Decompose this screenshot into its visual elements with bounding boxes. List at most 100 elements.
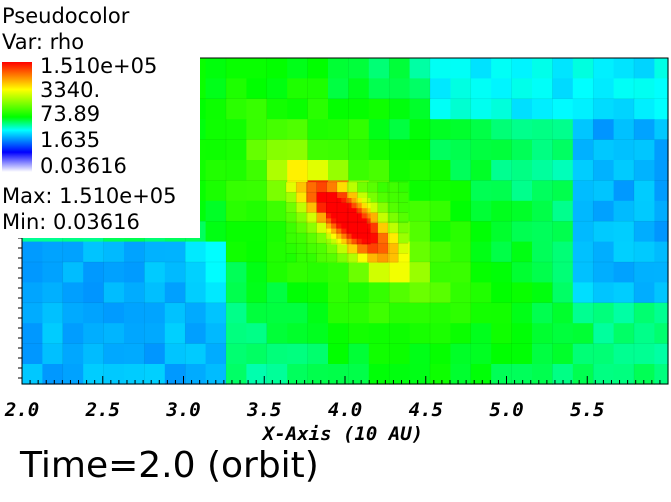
x-tick-label: 3.5 xyxy=(246,399,281,421)
heatmap-cell xyxy=(409,180,431,202)
heatmap-cell xyxy=(328,262,349,283)
heatmap-cell xyxy=(346,233,353,240)
heatmap-cell xyxy=(341,213,347,219)
heatmap-cell xyxy=(511,282,533,304)
heatmap-cell xyxy=(398,253,409,263)
heatmap-cell xyxy=(552,282,574,304)
heatmap-cell xyxy=(409,343,431,365)
heatmap-cell xyxy=(398,202,409,214)
heatmap-cell xyxy=(613,119,635,141)
heatmap-cell xyxy=(511,139,533,161)
heatmap-cell xyxy=(246,58,268,79)
heatmap-cell xyxy=(205,139,227,161)
heatmap-cell xyxy=(287,262,309,283)
heatmap-cell xyxy=(144,343,166,365)
heatmap-cell xyxy=(326,192,338,203)
heatmap-cell xyxy=(266,119,288,141)
heatmap-cell xyxy=(266,221,288,243)
heatmap-cell xyxy=(336,233,342,240)
heatmap-cell xyxy=(430,139,451,161)
heatmap-cell xyxy=(357,243,369,254)
heatmap-cell xyxy=(306,222,318,234)
heatmap-cell xyxy=(246,364,268,385)
heatmap-cell xyxy=(124,302,145,324)
heatmap-cell xyxy=(491,139,513,161)
heatmap-cell xyxy=(356,233,363,240)
heatmap-cell xyxy=(532,241,553,263)
heatmap-cell xyxy=(532,139,553,161)
heatmap-cell xyxy=(593,323,615,345)
heatmap-cell xyxy=(103,323,125,345)
heatmap-cell xyxy=(532,58,553,79)
heatmap-cell xyxy=(450,200,472,222)
heatmap-cell xyxy=(341,228,347,235)
heatmap-cell xyxy=(287,282,309,304)
heatmap-cell xyxy=(470,180,492,202)
heatmap-cell xyxy=(331,238,337,245)
heatmap-cell xyxy=(62,262,84,283)
heatmap-cell xyxy=(389,58,411,79)
heatmap-cell xyxy=(124,343,145,365)
heatmap-cell xyxy=(572,180,594,202)
heatmap-cell xyxy=(205,119,227,141)
heatmap-cell xyxy=(450,139,472,161)
heatmap-cell xyxy=(307,364,329,385)
heatmap-cell xyxy=(103,241,125,263)
heatmap-cell xyxy=(83,343,105,365)
heatmap-cell xyxy=(361,238,368,245)
heatmap-cell xyxy=(328,78,349,100)
heatmap-cell xyxy=(470,282,492,304)
heatmap-cell xyxy=(634,200,655,222)
heatmap-cell xyxy=(326,208,332,214)
heatmap-cell xyxy=(470,262,492,283)
heatmap-cell xyxy=(226,262,247,283)
heatmap-cell xyxy=(409,200,431,222)
heatmap-cell xyxy=(398,192,409,203)
heatmap-cell xyxy=(511,323,533,345)
heatmap-cell xyxy=(341,198,347,204)
heatmap-cell xyxy=(450,98,472,120)
heatmap-cell xyxy=(287,364,309,385)
heatmap-cell xyxy=(226,282,247,304)
heatmap-cell xyxy=(366,223,371,230)
heatmap-cell xyxy=(42,302,64,324)
heatmap-cell xyxy=(103,343,125,365)
heatmap-cell xyxy=(287,160,309,181)
heatmap-cell xyxy=(552,323,574,345)
heatmap-cell xyxy=(368,343,390,365)
heatmap-cell xyxy=(185,241,207,263)
heatmap-cell xyxy=(572,262,594,283)
heatmap-cell xyxy=(316,222,328,234)
heatmap-cell xyxy=(316,202,328,214)
heatmap-cell xyxy=(356,243,363,245)
heatmap-cell xyxy=(654,221,669,243)
heatmap-cell xyxy=(430,323,451,345)
heatmap-cell xyxy=(205,302,227,324)
heatmap-cell xyxy=(388,212,399,224)
heatmap-cell xyxy=(226,160,247,181)
heatmap-cell xyxy=(552,364,574,385)
heatmap-cell xyxy=(470,221,492,243)
heatmap-cell xyxy=(246,221,268,243)
heatmap-cell xyxy=(470,139,492,161)
heatmap-cell xyxy=(398,182,409,193)
heatmap-cell xyxy=(361,223,368,230)
heatmap-cell xyxy=(634,98,655,120)
heatmap-cell xyxy=(144,262,166,283)
heatmap-cell xyxy=(450,364,472,385)
heatmap-cell xyxy=(367,222,379,234)
heatmap-cell xyxy=(306,233,318,244)
heatmap-cell xyxy=(491,200,513,222)
heatmap-cell xyxy=(144,323,166,345)
heatmap-cell xyxy=(226,343,247,365)
heatmap-cell xyxy=(409,282,431,304)
heatmap-cell xyxy=(388,202,399,214)
heatmap-cell xyxy=(328,58,349,79)
heatmap-cell xyxy=(389,78,411,100)
heatmap-cell xyxy=(552,78,574,100)
heatmap-cell xyxy=(348,78,370,100)
heatmap-cell xyxy=(336,203,342,209)
heatmap-cell xyxy=(347,192,358,203)
heatmap-cell xyxy=(377,243,389,254)
heatmap-cell xyxy=(368,98,390,120)
